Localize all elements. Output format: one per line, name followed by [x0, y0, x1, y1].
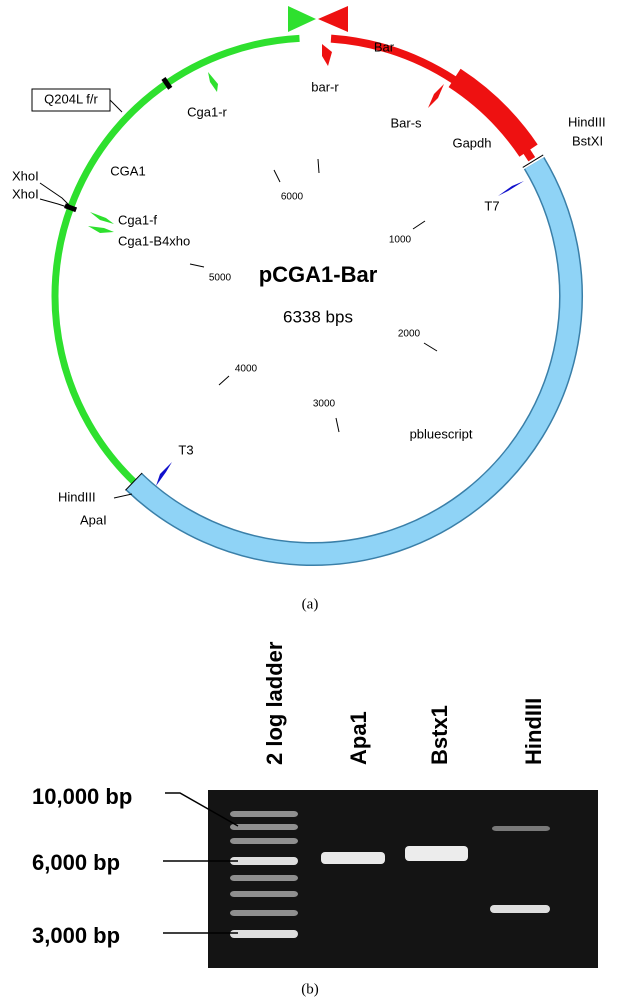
- band: [492, 826, 550, 831]
- feature-label: Cga1-f: [118, 212, 157, 227]
- feature-label: Bar-s: [390, 115, 422, 130]
- figure: pCGA1-Bar 6338 bps Bar bar-r Cga1-r Bar-…: [0, 0, 618, 1001]
- primer: [88, 226, 114, 233]
- feature-label: Cga1-B4xho: [118, 233, 190, 248]
- size-marker: 3,000 bp: [32, 923, 120, 948]
- lane-label: HindIII: [521, 698, 546, 765]
- backbone-outline: [134, 163, 571, 554]
- feature-label: T3: [178, 442, 193, 457]
- band: [321, 852, 385, 864]
- feature-label: XhoI: [12, 186, 39, 201]
- feature-label: Cga1-r: [187, 104, 227, 119]
- feature-label: T7: [484, 198, 499, 213]
- primer: [428, 84, 444, 108]
- leader: [40, 199, 70, 208]
- primer: [90, 212, 114, 224]
- lane-label: 2 log ladder: [262, 641, 287, 765]
- caption: (a): [302, 596, 319, 612]
- caption: (b): [301, 981, 319, 997]
- plasmid-name: pCGA1-Bar: [259, 262, 378, 287]
- primer: [208, 72, 218, 92]
- feature-label: BstXI: [572, 133, 603, 148]
- feature-label: ApaI: [80, 512, 107, 527]
- leader: [40, 183, 70, 206]
- band: [230, 838, 298, 844]
- lane-label: Bstx1: [427, 705, 452, 765]
- size-marker: 6,000 bp: [32, 850, 120, 875]
- primer: [498, 181, 524, 196]
- feature-label: bar-r: [311, 79, 339, 94]
- scale-label: 2000: [398, 329, 421, 340]
- scale-label: 6000: [281, 192, 304, 203]
- scale-label: 1000: [389, 235, 412, 246]
- plasmid-size: 6338 bps: [283, 307, 353, 326]
- bar-arrow: [318, 6, 348, 32]
- feature-label: CGA1: [110, 163, 145, 178]
- lane-label: Apa1: [346, 711, 371, 765]
- band: [230, 891, 298, 897]
- scale-label: 4000: [235, 364, 258, 375]
- band: [230, 910, 298, 916]
- feature-label: Bar: [374, 39, 395, 54]
- band: [230, 857, 298, 865]
- scale-label: 5000: [209, 273, 232, 284]
- feature-label: XhoI: [12, 168, 39, 183]
- size-marker: 10,000 bp: [32, 784, 132, 809]
- page: {"plasmid_map": {"name": "pCGA1-Bar", "s…: [0, 0, 618, 1001]
- primer: [156, 462, 172, 486]
- feature-label: HindIII: [58, 489, 96, 504]
- scale-ticks: [190, 159, 437, 432]
- band: [230, 875, 298, 881]
- band: [490, 905, 550, 913]
- scale-label: 3000: [313, 399, 336, 410]
- backbone: [134, 163, 571, 554]
- bar-arc: [331, 39, 532, 160]
- band: [230, 811, 298, 817]
- leader: [110, 100, 122, 112]
- leader: [114, 494, 132, 498]
- band: [230, 824, 298, 830]
- cga1-arrow: [288, 6, 316, 32]
- band: [405, 846, 468, 861]
- band: [230, 930, 298, 938]
- primer: [322, 44, 332, 66]
- feature-label: Gapdh: [452, 135, 491, 150]
- feature-label: HindIII: [568, 114, 606, 129]
- feature-label: pbluescript: [410, 426, 473, 441]
- feature-label: Q204L f/r: [44, 91, 98, 106]
